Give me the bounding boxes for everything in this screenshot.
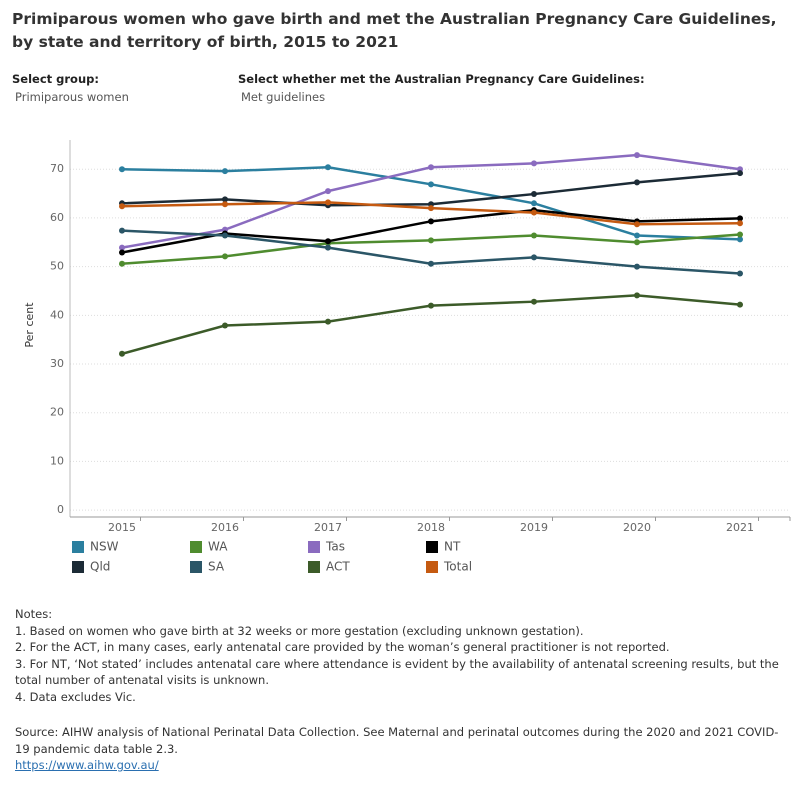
filter-value[interactable]: Met guidelines: [241, 90, 326, 104]
data-point: [222, 201, 228, 208]
legend-swatch: [190, 561, 202, 573]
x-tick-label: 2021: [726, 521, 754, 534]
legend-label: SA: [208, 560, 225, 574]
note: Notes:: [15, 607, 53, 621]
note: 3. For NT, ‘Not stated’ includes antenat…: [15, 656, 779, 688]
data-point: [531, 254, 537, 261]
legend-swatch: [426, 561, 438, 573]
legend-swatch: [190, 541, 202, 553]
data-point: [634, 221, 640, 228]
filter-label: Select group:: [12, 72, 99, 86]
data-point: [428, 164, 434, 171]
data-point: [634, 263, 640, 270]
data-point: [531, 160, 537, 167]
notes: Notes: 1. Based on women who gave birth a…: [15, 606, 790, 705]
data-point: [531, 232, 537, 239]
data-point: [119, 166, 125, 173]
data-point: [119, 244, 125, 251]
data-point: [119, 350, 125, 357]
legend-swatch: [72, 541, 84, 553]
x-tick-label: 2017: [314, 521, 342, 534]
y-tick-label: 70: [50, 162, 64, 175]
data-point: [325, 244, 331, 251]
data-point: [222, 232, 228, 239]
y-tick-label: 30: [50, 357, 64, 370]
data-point: [325, 164, 331, 171]
legend-swatch: [426, 541, 438, 553]
x-tick-label: 2016: [211, 521, 239, 534]
data-point: [634, 239, 640, 246]
data-point: [325, 199, 331, 206]
data-point: [737, 231, 743, 238]
source-link[interactable]: https://www.aihw.gov.au/: [15, 758, 159, 772]
data-point: [325, 318, 331, 325]
data-point: [325, 238, 331, 245]
source: Source: AIHW analysis of National Perina…: [15, 724, 790, 774]
data-point: [531, 200, 537, 207]
data-point: [531, 191, 537, 198]
x-tick-label: 2015: [108, 521, 136, 534]
legend-label: Qld: [90, 560, 110, 574]
data-point: [222, 322, 228, 329]
note: 2. For the ACT, in many cases, early ant…: [15, 640, 670, 654]
y-tick-label: 20: [50, 406, 64, 419]
y-axis-label: Per cent: [23, 302, 36, 348]
data-point: [531, 209, 537, 216]
legend-label: WA: [208, 540, 228, 554]
legend-swatch: [308, 561, 320, 573]
x-tick-label: 2019: [520, 521, 548, 534]
chart-title: Primiparous women who gave birth and met…: [12, 10, 777, 51]
data-point: [428, 205, 434, 212]
data-point: [428, 218, 434, 225]
chart: Per cent 0 10 20 30 40 50 60 70 2015 2016 2017 2018…: [23, 140, 791, 574]
series-line: [121, 171, 741, 207]
data-point: [737, 301, 743, 308]
data-point: [428, 260, 434, 267]
data-point: [634, 292, 640, 299]
y-tick-label: 40: [50, 308, 64, 321]
data-point: [222, 253, 228, 260]
data-point: [737, 270, 743, 277]
note: 1. Based on women who gave birth at 32 w…: [15, 623, 584, 638]
data-point: [737, 220, 743, 227]
data-point: [737, 215, 743, 222]
legend-label: NSW: [90, 540, 119, 554]
filter-value[interactable]: Primiparous women: [15, 90, 129, 104]
data-point: [737, 170, 743, 177]
data-point: [428, 302, 434, 309]
legend-swatch: [72, 561, 84, 573]
data-point: [325, 188, 331, 195]
data-point: [119, 227, 125, 234]
data-point: [119, 260, 125, 267]
data-point: [737, 236, 743, 243]
data-point: [222, 196, 228, 203]
filter-label: Select whether met the Australian Pregna…: [238, 72, 645, 86]
data-point: [119, 203, 125, 210]
note: 4. Data excludes Vic.: [15, 689, 136, 704]
legend-label: NT: [444, 540, 461, 554]
x-tick-label: 2018: [417, 521, 445, 534]
y-tick-label: 0: [57, 503, 64, 516]
data-point: [634, 232, 640, 239]
data-point: [634, 179, 640, 186]
legend-label: Tas: [325, 540, 345, 554]
data-point: [531, 298, 537, 305]
y-tick-label: 50: [50, 260, 64, 273]
source-text: Source: AIHW analysis of National Perina…: [15, 725, 779, 756]
data-point: [119, 249, 125, 256]
y-tick-label: 10: [50, 454, 64, 467]
legend-label: ACT: [326, 560, 350, 574]
data-point: [428, 181, 434, 188]
data-point: [634, 152, 640, 159]
y-tick-label: 60: [50, 211, 64, 224]
x-tick-label: 2020: [623, 521, 651, 534]
legend-label: Total: [443, 560, 472, 574]
data-point: [222, 168, 228, 175]
legend-swatch: [308, 541, 320, 553]
data-point: [428, 237, 434, 244]
